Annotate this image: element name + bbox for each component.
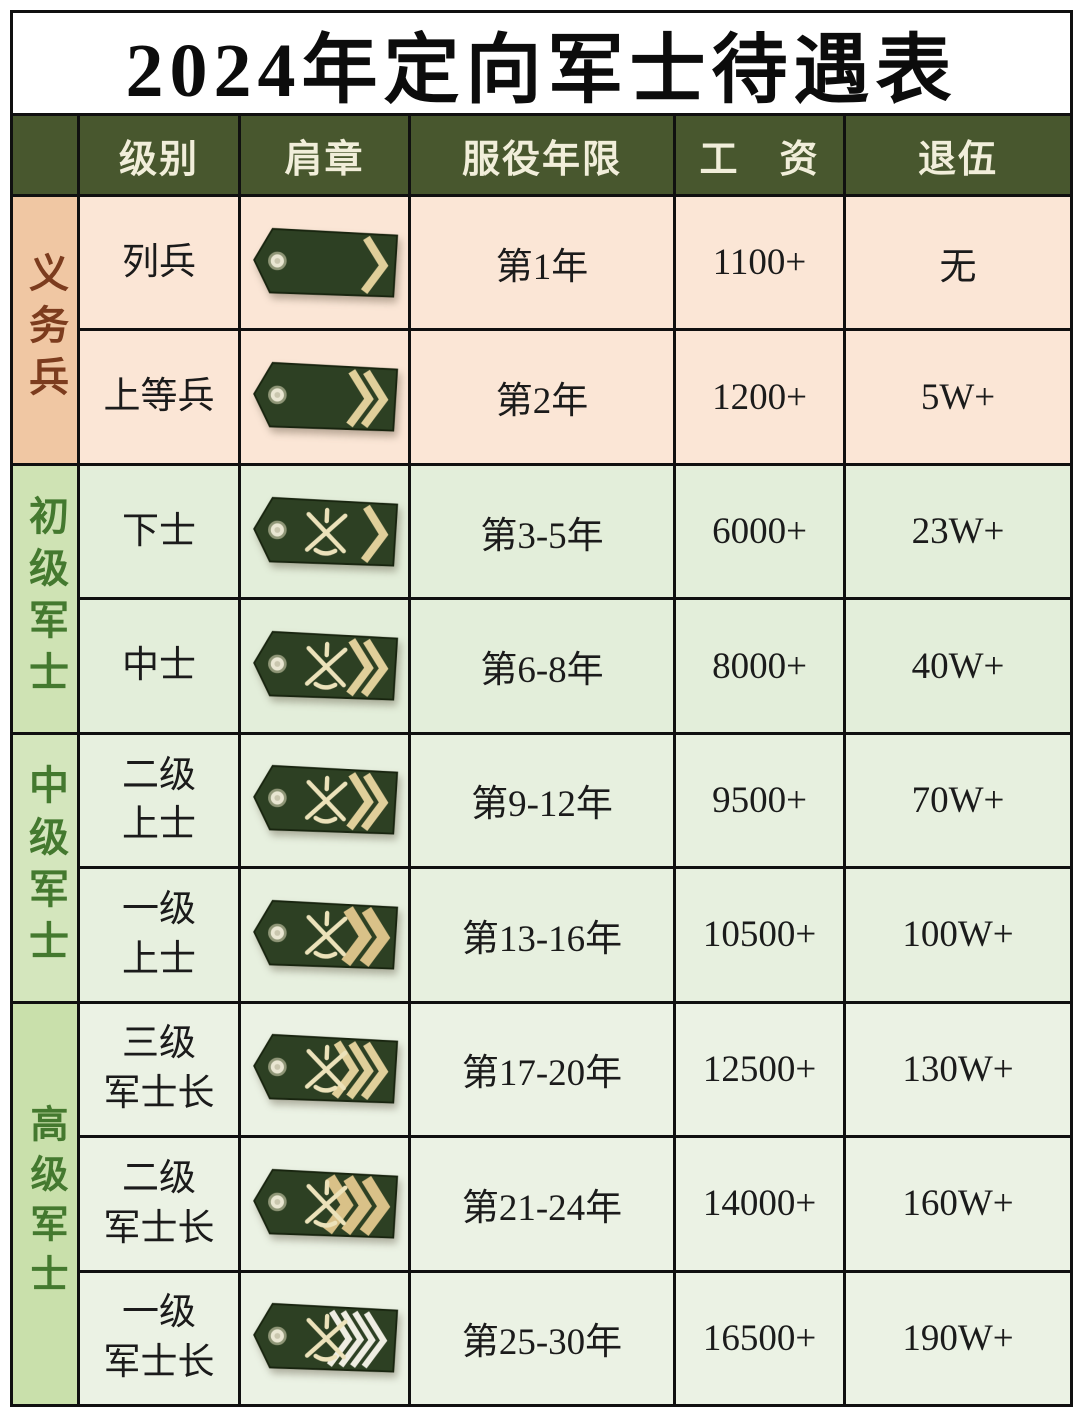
cell-retire: 100W+	[846, 869, 1070, 1001]
cell-years: 第6-8年	[411, 600, 673, 732]
cell-years: 第21-24年	[411, 1138, 673, 1270]
header-cell-badge: 肩章	[241, 116, 408, 194]
cell-salary: 1100+	[676, 197, 843, 329]
cell-badge	[241, 465, 408, 598]
cell-salary: 1200+	[676, 331, 843, 463]
header-cell-rank: 级别	[80, 116, 238, 194]
shoulder-board-icon	[247, 898, 402, 973]
cell-salary: 16500+	[676, 1272, 843, 1404]
cell-rank: 二级 上士	[80, 734, 238, 867]
cell-badge	[241, 869, 408, 1001]
shoulder-board-svg	[252, 1034, 398, 1104]
cell-badge	[241, 1272, 408, 1404]
cell-salary: 9500+	[676, 734, 843, 867]
shoulder-board-svg	[252, 362, 398, 432]
cell-retire: 无	[846, 197, 1070, 329]
cell-rank: 中士	[80, 600, 238, 732]
treatment-table: 2024年定向军士待遇表 级别 肩章 服役年限 工 资 退伍 义务兵 初级军士 …	[10, 10, 1073, 1407]
cell-years: 第1年	[411, 197, 673, 329]
cell-salary: 14000+	[676, 1138, 843, 1270]
shoulder-board-svg	[252, 765, 398, 835]
cell-salary: 12500+	[676, 1003, 843, 1136]
cell-retire: 190W+	[846, 1272, 1070, 1404]
shoulder-board-svg	[252, 1303, 398, 1373]
group-label-senior-nco: 高级军士	[13, 1003, 77, 1404]
shoulder-board-icon	[247, 629, 402, 704]
cell-retire: 5W+	[846, 331, 1070, 463]
header-cell-retire: 退伍	[846, 116, 1070, 194]
cell-badge	[241, 331, 408, 463]
cell-years: 第9-12年	[411, 734, 673, 867]
shoulder-board-icon	[247, 1032, 402, 1107]
title-bar: 2024年定向军士待遇表	[13, 13, 1070, 116]
header-cell-group	[13, 116, 77, 194]
cell-rank: 上等兵	[80, 331, 238, 463]
cell-retire: 70W+	[846, 734, 1070, 867]
shoulder-board-svg	[252, 631, 398, 701]
cell-years: 第2年	[411, 331, 673, 463]
shoulder-board-icon	[247, 494, 402, 569]
shoulder-board-icon	[247, 225, 402, 300]
header-cell-years: 服役年限	[411, 116, 673, 194]
shoulder-board-svg	[252, 1168, 398, 1239]
cell-retire: 23W+	[846, 465, 1070, 598]
cell-rank: 一级 上士	[80, 869, 238, 1001]
table-grid: 级别 肩章 服役年限 工 资 退伍 义务兵 初级军士 中级军士 高级军士 列兵 …	[13, 116, 1070, 1404]
shoulder-board-icon	[247, 360, 402, 435]
cell-salary: 6000+	[676, 465, 843, 598]
page-title: 2024年定向军士待遇表	[125, 29, 958, 113]
cell-badge	[241, 600, 408, 732]
group-label-compulsory: 义务兵	[13, 197, 77, 463]
shoulder-board-icon	[247, 1301, 402, 1376]
cell-badge	[241, 197, 408, 329]
group-label-junior-nco: 初级军士	[13, 465, 77, 732]
cell-rank: 列兵	[80, 197, 238, 329]
cell-rank: 一级 军士长	[80, 1272, 238, 1404]
cell-rank: 三级 军士长	[80, 1003, 238, 1136]
cell-badge	[241, 1138, 408, 1270]
cell-salary: 10500+	[676, 869, 843, 1001]
group-label-middle-nco: 中级军士	[13, 734, 77, 1001]
cell-badge	[241, 734, 408, 867]
cell-badge	[241, 1003, 408, 1136]
cell-years: 第25-30年	[411, 1272, 673, 1404]
cell-years: 第3-5年	[411, 465, 673, 598]
cell-rank: 下士	[80, 465, 238, 598]
shoulder-board-svg	[252, 496, 398, 567]
cell-retire: 160W+	[846, 1138, 1070, 1270]
header-cell-salary: 工 资	[676, 116, 843, 194]
shoulder-board-icon	[247, 763, 402, 838]
shoulder-board-svg	[252, 227, 398, 298]
cell-retire: 40W+	[846, 600, 1070, 732]
shoulder-board-svg	[252, 899, 398, 970]
cell-years: 第17-20年	[411, 1003, 673, 1136]
shoulder-board-icon	[247, 1167, 402, 1242]
cell-salary: 8000+	[676, 600, 843, 732]
cell-retire: 130W+	[846, 1003, 1070, 1136]
cell-years: 第13-16年	[411, 869, 673, 1001]
cell-rank: 二级 军士长	[80, 1138, 238, 1270]
